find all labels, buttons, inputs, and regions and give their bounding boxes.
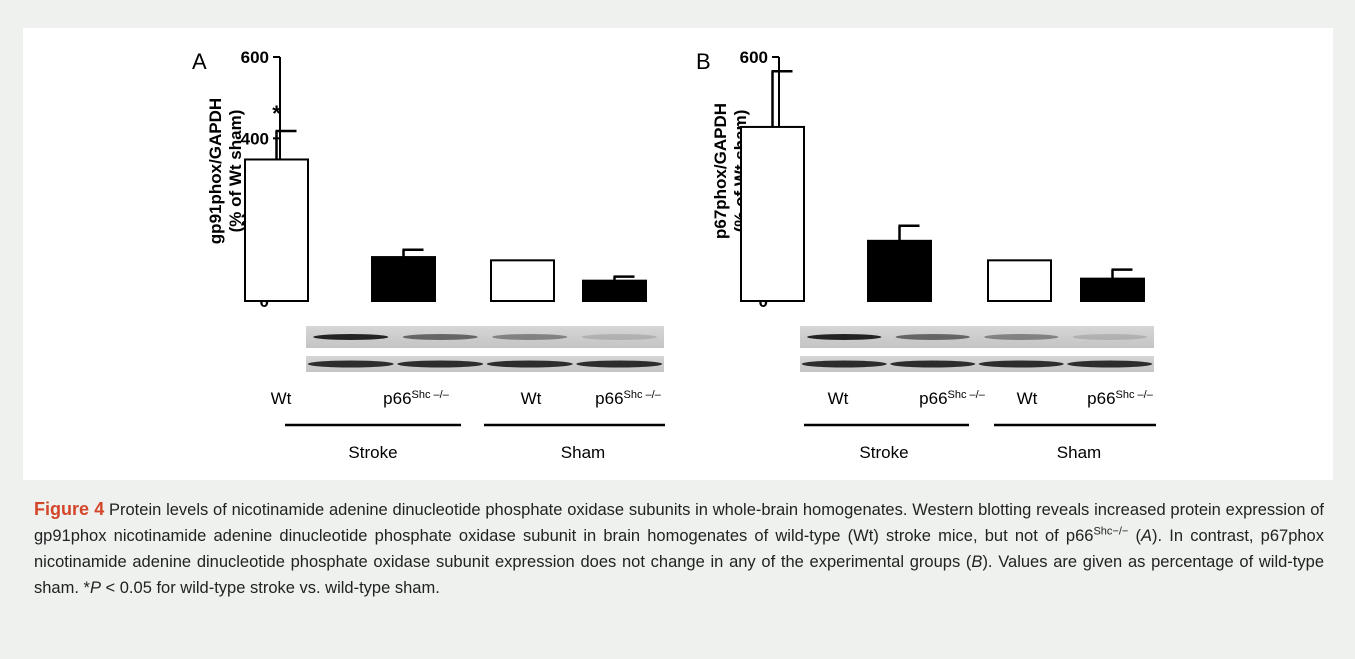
panel-b-blot-band [984, 334, 1059, 340]
panel-a-blot-band [402, 334, 478, 340]
panel-b-ytick-label: 600 [740, 48, 768, 67]
panel-a-category-label: p66Shc –/– [383, 389, 450, 408]
caption-superscript: Shc−/− [1093, 525, 1129, 538]
caption-p-symbol: P [89, 579, 101, 597]
panel-b-group-label: Stroke [859, 443, 908, 462]
panel-a-loading-band [486, 360, 573, 368]
panel-b-loading-band [978, 360, 1064, 368]
panel-a-significance-marker: * [272, 101, 281, 126]
panel-a-loading-band [307, 360, 394, 368]
panel-b-category-label: p66Shc –/– [1087, 389, 1154, 408]
caption-text-1: Protein levels of nicotinamide adenine d… [34, 501, 1324, 545]
panel-a-ytick-label: 600 [241, 48, 269, 67]
panel-a-blot-band [581, 334, 657, 340]
caption-text-3: ). In contrast, p67phox nicotinamide ade… [34, 527, 1324, 571]
panel-a-category-label: Wt [521, 389, 542, 408]
panel-b-loading-band [801, 360, 887, 368]
panel-a-letter: A [192, 49, 207, 74]
panel-b-blot-band [1072, 334, 1147, 340]
caption-ref-b: B [971, 553, 983, 571]
panel-a-blot-band [313, 334, 389, 340]
caption-text-5: < 0.05 for wild-type stroke vs. wild-typ… [100, 579, 440, 597]
panel-a-bar [582, 279, 647, 303]
panel-a-bar [371, 256, 436, 302]
panel-a-loading-band [576, 360, 663, 368]
panel-b-category-label: Wt [828, 389, 849, 408]
panel-a-ylabel-line2: (% of Wt sham) [226, 110, 245, 233]
panel-b-blot-band [895, 334, 970, 340]
panel-b-loading-band [890, 360, 976, 368]
figure-panel: A0200400600gp91phox/GAPDH(% of Wt sham)*… [23, 28, 1333, 480]
figure-caption: Figure 4 Protein levels of nicotinamide … [34, 496, 1324, 601]
panel-a-category-label: Wt [271, 389, 292, 408]
panel-a-blot-band [492, 334, 568, 340]
panel-a-group-label: Sham [561, 443, 605, 462]
panel-b-category-label: Wt [1017, 389, 1038, 408]
panel-b-bar [1080, 277, 1145, 302]
panel-b-bar [867, 239, 932, 303]
panel-a-blot-strip-1 [306, 326, 664, 348]
caption-text-4: ). Values are given as percentage of wil… [34, 553, 1324, 597]
panel-a-group-label: Stroke [348, 443, 397, 462]
panel-b-group-label: Sham [1057, 443, 1101, 462]
panel-b-ylabel-line1: p67phox/GAPDH [711, 103, 730, 239]
panel-b-bar [740, 125, 805, 302]
panel-a-loading-band [397, 360, 484, 368]
panel-b-bar [987, 259, 1052, 302]
caption-text-2: ( [1128, 527, 1141, 545]
panel-a-bar [490, 259, 555, 302]
panel-a-category-label: p66Shc –/– [595, 389, 662, 408]
panel-a-bar [244, 158, 309, 302]
panel-b-blot-band [807, 334, 882, 340]
chart-canvas: A0200400600gp91phox/GAPDH(% of Wt sham)*… [192, 48, 1156, 462]
panel-b-blot-strip-1 [800, 326, 1154, 348]
panel-b-loading-band [1067, 360, 1153, 368]
panel-b-category-label: p66Shc –/– [919, 389, 986, 408]
caption-ref-a: A [1140, 527, 1152, 545]
panel-a-ylabel-line1: gp91phox/GAPDH [206, 98, 225, 244]
panel-a-ytick-label: 400 [241, 129, 269, 148]
panel-b-letter: B [696, 49, 711, 74]
figure-label: Figure 4 [34, 499, 105, 519]
panel-b-blot-strip-2 [800, 356, 1154, 372]
panel-a-blot-strip-2 [306, 356, 664, 372]
